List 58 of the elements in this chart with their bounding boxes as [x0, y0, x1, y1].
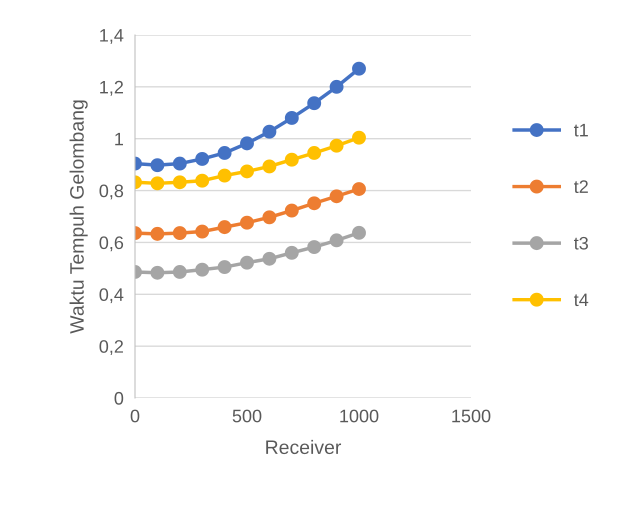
- point: [284, 152, 299, 167]
- y-tick-label: 1: [115, 132, 124, 146]
- point: [150, 266, 164, 280]
- point: [284, 111, 299, 125]
- point: [195, 152, 210, 166]
- point: [150, 158, 164, 172]
- point: [240, 256, 254, 270]
- x-tick-label: 0: [130, 410, 140, 422]
- point: [172, 175, 187, 190]
- point: [240, 216, 254, 230]
- point: [240, 164, 254, 178]
- legend-label: t1: [574, 124, 588, 136]
- point: [330, 138, 344, 153]
- point: [262, 252, 276, 266]
- y-tick-label: 0: [114, 392, 124, 405]
- point: [307, 196, 322, 210]
- point: [262, 210, 276, 224]
- x-tick-label: 1500: [452, 410, 490, 422]
- point: [218, 168, 232, 182]
- point: [352, 62, 366, 76]
- y-tick-label: 0,8: [99, 184, 124, 200]
- x-tick-label: 500: [232, 410, 262, 422]
- point: [284, 204, 299, 218]
- y-tick-label: 0,6: [99, 236, 124, 252]
- point: [240, 136, 254, 150]
- point: [172, 265, 187, 279]
- legend-label: t2: [574, 180, 588, 194]
- point: [218, 146, 232, 160]
- point: [307, 240, 322, 254]
- point: [195, 262, 210, 277]
- legend-label: t3: [574, 236, 588, 250]
- point: [284, 246, 299, 260]
- point: [262, 160, 276, 174]
- point: [330, 80, 344, 94]
- point: [195, 224, 210, 238]
- y-tick-label: 0,4: [99, 288, 124, 304]
- y-axis-title: Waktu Tempuh Gelombang: [70, 100, 88, 334]
- point: [195, 174, 210, 188]
- point: [172, 226, 187, 240]
- x-axis-title: Receiver: [266, 440, 342, 454]
- point: [218, 260, 232, 274]
- point: [150, 226, 164, 241]
- point: [150, 176, 164, 190]
- point: [352, 182, 366, 196]
- point: [307, 96, 322, 110]
- point: [330, 189, 344, 204]
- x-tick-label: 1000: [340, 410, 378, 422]
- point: [172, 156, 187, 171]
- point: [330, 233, 344, 248]
- y-tick-label: 1,2: [100, 80, 123, 96]
- point: [352, 226, 366, 240]
- point: [218, 220, 232, 234]
- point: [262, 124, 276, 139]
- point: [352, 130, 366, 145]
- y-tick-label: 0,2: [99, 340, 123, 355]
- point: [307, 146, 322, 160]
- legend-label: t4: [574, 294, 588, 306]
- y-tick-label: 1,4: [100, 29, 124, 44]
